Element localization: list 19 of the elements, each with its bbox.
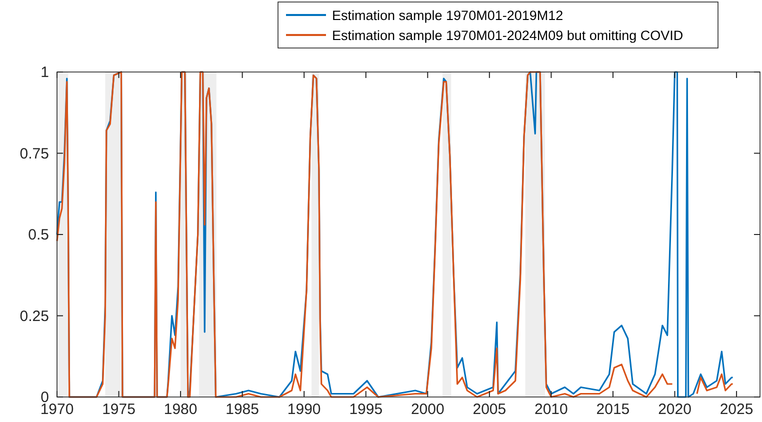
x-tick-label: 2015 (596, 401, 630, 418)
line-series (56, 71, 734, 398)
x-tick-label: 2020 (658, 401, 692, 418)
x-tick-label: 1970 (40, 401, 74, 418)
y-tick-label: 0.5 (28, 226, 49, 244)
y-tick-label: 0.25 (20, 308, 49, 325)
x-tick-label: 2010 (534, 401, 568, 418)
x-tick-label: 1985 (226, 401, 260, 418)
x-tick-label: 2005 (472, 401, 506, 418)
x-tick-label: 2000 (410, 401, 444, 418)
x-tick-label: 1990 (287, 401, 321, 418)
legend-label: Estimation sample 1970M01-2019M12 (332, 8, 564, 23)
y-tick-label: 0.75 (20, 145, 49, 162)
x-tick-label: 1975 (102, 401, 136, 418)
x-tick-label: 2025 (720, 401, 754, 418)
y-tick-label: 1 (40, 64, 49, 81)
legend-label: Estimation sample 1970M01-2024M09 but omitting COVID (332, 28, 684, 43)
x-tick-label: 1980 (164, 401, 198, 418)
x-tick-label: 1995 (349, 401, 383, 418)
